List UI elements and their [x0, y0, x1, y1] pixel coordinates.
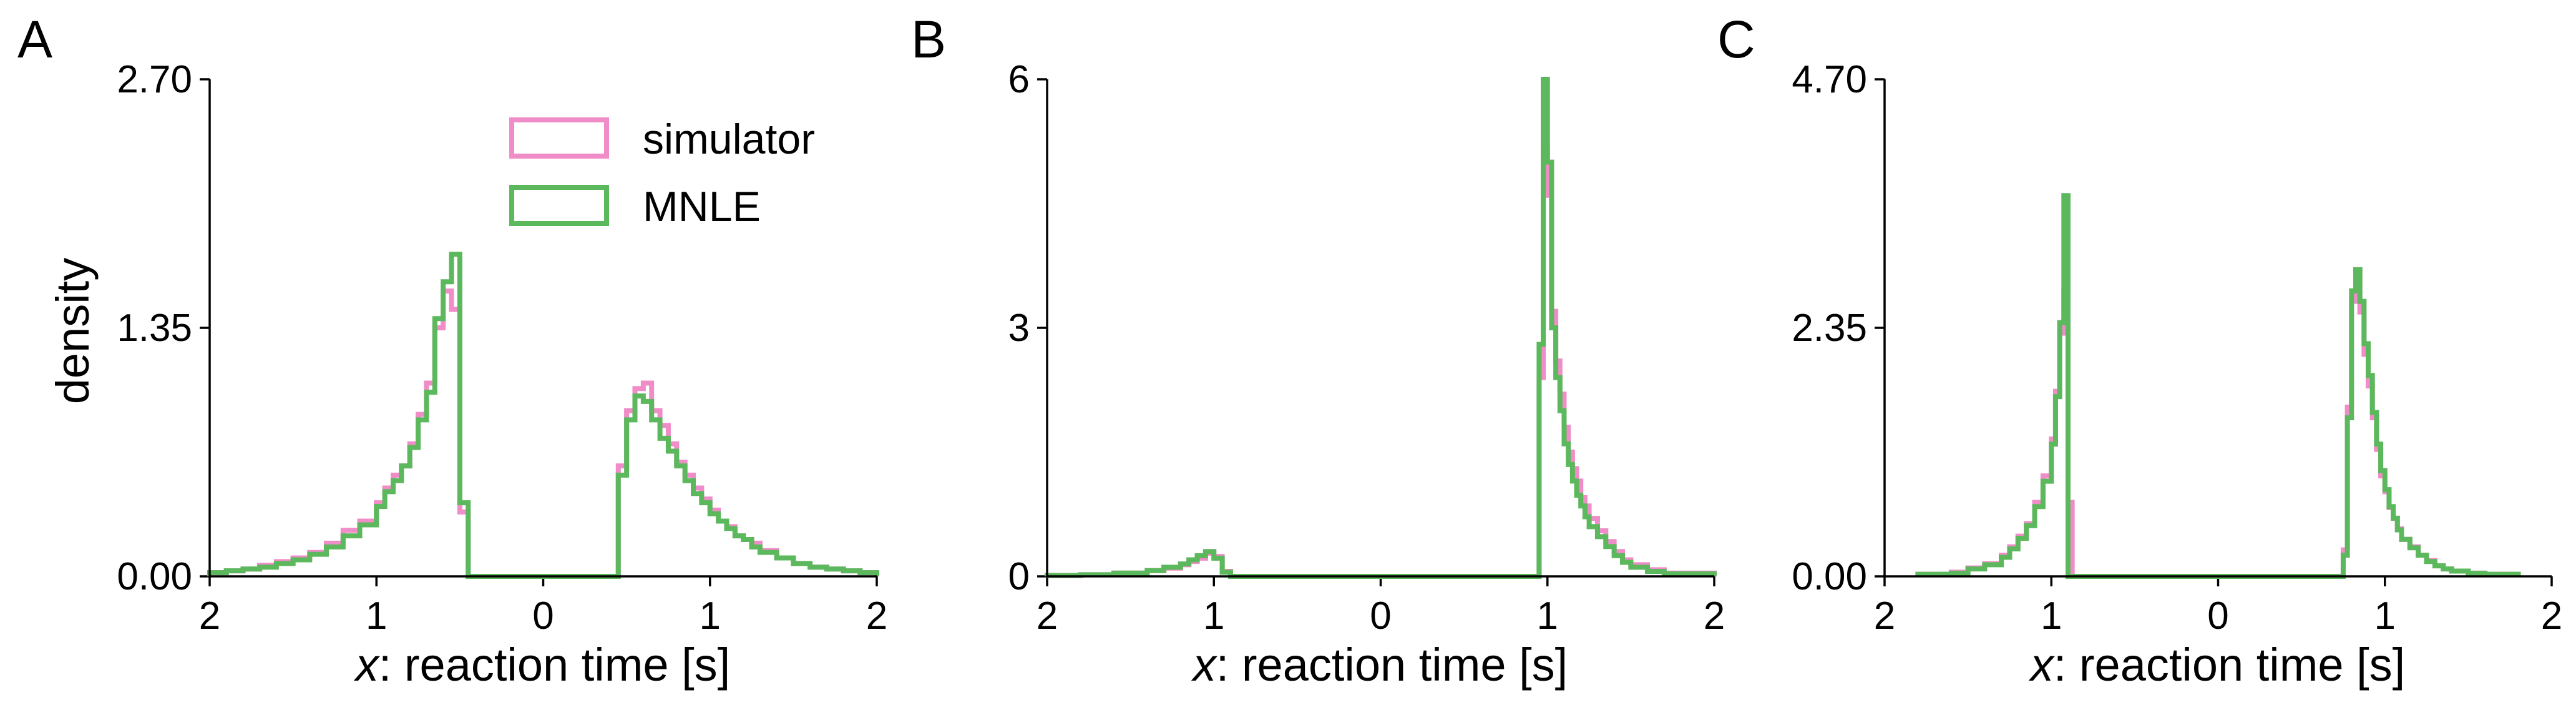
panel-a-xtick-label: 1: [700, 594, 721, 638]
panel-a-xlabel: x: reaction time [s]: [354, 639, 730, 691]
panel-b-xtick-label: 2: [1037, 594, 1058, 638]
panel-b-xlabel-var: x: [1191, 639, 1218, 691]
legend-swatch-simulator: [509, 117, 609, 159]
panel-c-xtick-label: 2: [2541, 594, 2562, 638]
legend: simulator MNLE: [509, 116, 815, 230]
panel-c-xtick-label: 2: [1874, 594, 1895, 638]
panel-b-simulator-histogram: [1045, 143, 1717, 579]
panel-a-xlabel-var: x: [354, 639, 381, 691]
panel-c-ytick-label: 4.70: [1792, 58, 1867, 101]
panel-b-yticks: 0 3 6: [1008, 58, 1047, 598]
panel-b-xlabel: x: reaction time [s]: [1191, 639, 1568, 691]
panel-a-xtick-label: 2: [866, 594, 887, 638]
legend-label-mnle: MNLE: [643, 183, 761, 230]
panel-b-xtick-label: 2: [1704, 594, 1725, 638]
panel-c-series: [1915, 193, 2521, 579]
panel-c-xticks: 2 1 0 1 2: [1874, 576, 2562, 638]
panel-a-xticks: 2 1 0 1 2: [199, 576, 887, 638]
panel-c-xlabel: x: reaction time [s]: [2029, 639, 2405, 691]
panel-c: C 0.00 2.35 4.70 2 1 0 1 2 x: reaction time [s…: [1717, 10, 2562, 691]
panel-b-xtick-label: 0: [1370, 594, 1391, 638]
legend-swatch-mnle: [509, 185, 609, 226]
panel-a-simulator-histogram: [207, 288, 879, 579]
panel-c-yticks: 0.00 2.35 4.70: [1792, 58, 1885, 598]
panel-a-xtick-label: 1: [366, 594, 387, 638]
panel-c-xtick-label: 1: [2374, 594, 2396, 638]
panel-c-ytick-label: 0.00: [1792, 555, 1867, 598]
panel-b-letter: B: [911, 10, 946, 69]
panel-b-xtick-label: 1: [1203, 594, 1224, 638]
panel-a-xlabel-rest: : reaction time [s]: [379, 639, 730, 691]
panel-a-yticks: 0.00 1.35 2.70: [117, 58, 210, 598]
panel-b-mnle-histogram: [1045, 77, 1717, 579]
panel-a-series: [207, 252, 879, 579]
panel-b-ytick-label: 3: [1008, 307, 1030, 350]
panel-a-xtick-label: 0: [532, 594, 554, 638]
panel-b-ytick-label: 6: [1008, 58, 1030, 101]
panel-a-xtick-label: 2: [199, 594, 220, 638]
panel-a: A density 0.00 1.35 2.70 2 1 0 1 2 x: reaction…: [17, 10, 887, 691]
panel-c-simulator-histogram: [1915, 267, 2521, 579]
panel-c-letter: C: [1717, 10, 1755, 69]
legend-label-simulator: simulator: [643, 116, 815, 163]
panel-b-series: [1045, 77, 1717, 579]
panel-c-xlabel-var: x: [2029, 639, 2056, 691]
panel-b-xtick-label: 1: [1537, 594, 1558, 638]
panel-b: B 0 3 6 2 1 0 1 2 x: reaction time [s]: [911, 10, 1725, 691]
panel-a-mnle-histogram: [207, 252, 879, 579]
panel-c-ytick-label: 2.35: [1792, 307, 1867, 350]
panel-c-xtick-label: 1: [2041, 594, 2062, 638]
panel-a-ytick-label: 0.00: [117, 555, 192, 598]
panel-a-ytick-label: 2.70: [117, 58, 192, 101]
panel-a-ytick-label: 1.35: [117, 307, 192, 350]
panel-c-xlabel-rest: : reaction time [s]: [2054, 639, 2405, 691]
panel-c-xtick-label: 0: [2207, 594, 2228, 638]
panel-b-xticks: 2 1 0 1 2: [1037, 576, 1725, 638]
panel-a-ylabel: density: [47, 258, 99, 404]
panel-b-ytick-label: 0: [1008, 555, 1030, 598]
panel-a-letter: A: [17, 10, 52, 69]
panel-c-mnle-histogram: [1915, 193, 2521, 579]
panel-b-xlabel-rest: : reaction time [s]: [1216, 639, 1568, 691]
